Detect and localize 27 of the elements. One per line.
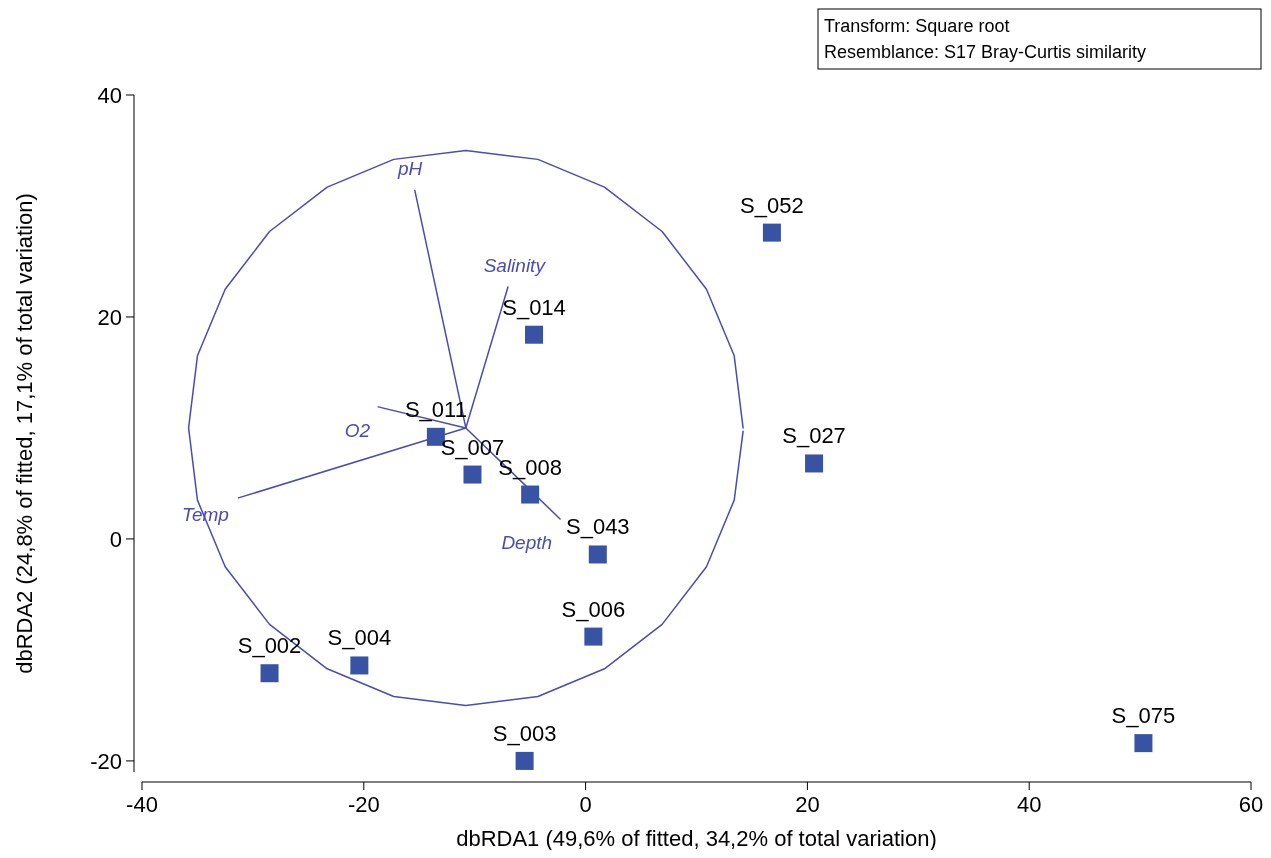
annotation: S_006 bbox=[561, 596, 626, 622]
x-tick-label: -20 bbox=[347, 792, 380, 817]
x-tick-label: 60 bbox=[1238, 792, 1264, 817]
annotation: S_004 bbox=[327, 625, 392, 651]
annotation: S_014 bbox=[502, 294, 566, 320]
y-axis-title: dbRDA2 (24,8% of fitted, 17,1% of total variation) bbox=[12, 193, 37, 674]
x-tick-label: -40 bbox=[126, 792, 158, 817]
x-tick-label: 0 bbox=[579, 792, 592, 817]
annotation: S_003 bbox=[492, 720, 557, 746]
series-label: Depth bbox=[501, 531, 553, 553]
annotation: S_002 bbox=[237, 633, 302, 659]
y-tick-label: 40 bbox=[97, 83, 122, 108]
y-tick-label: -20 bbox=[90, 748, 122, 774]
text: Resemblance: S17 Bray-Curtis similarity bbox=[824, 42, 1147, 62]
x-tick-label: 20 bbox=[795, 792, 820, 817]
x-axis-title: dbRDA1 (49,6% of fitted, 34,2% of total variation) bbox=[456, 826, 937, 851]
annotation: S_075 bbox=[1111, 703, 1176, 729]
annotation: S_043 bbox=[565, 514, 630, 540]
series-label: O2 bbox=[344, 419, 371, 441]
annotation: S_052 bbox=[740, 192, 804, 218]
series-label: pH bbox=[397, 157, 423, 179]
annotation: S_027 bbox=[782, 423, 846, 449]
text: Transform: Square root bbox=[824, 16, 1010, 36]
x-tick-label: 40 bbox=[1016, 792, 1042, 817]
series-label: Salinity bbox=[483, 254, 547, 276]
y-tick-label: 20 bbox=[97, 304, 122, 330]
y-tick-label: 0 bbox=[109, 526, 122, 552]
